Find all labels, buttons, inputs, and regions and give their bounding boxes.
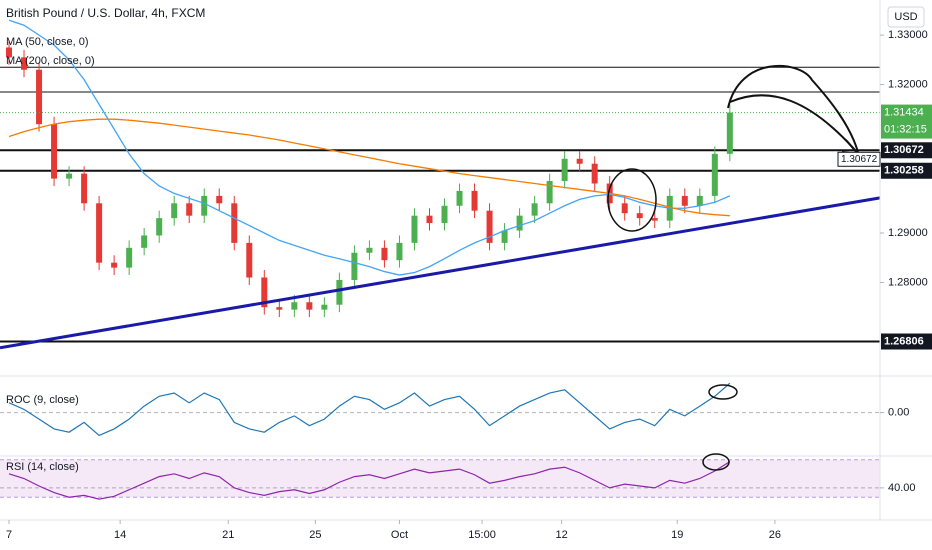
candle-body — [486, 210, 493, 243]
candle-body — [291, 302, 298, 310]
level-label: 1.26806 — [884, 335, 924, 347]
candle-body — [336, 279, 343, 305]
candle-body — [81, 173, 88, 204]
pane-title: RSI (14, close) — [6, 461, 79, 473]
indicator-line — [8, 382, 731, 437]
currency[interactable]: USD — [894, 11, 917, 23]
candle-body — [111, 262, 118, 268]
indicator-line — [8, 19, 731, 276]
candle-body — [306, 302, 313, 310]
legend-entry: MA (200, close, 0) — [6, 55, 95, 67]
annotation-arrow — [727, 64, 859, 153]
y-tick-label: 40.00 — [888, 482, 916, 494]
candle-body — [96, 203, 103, 263]
level-label-box — [881, 333, 932, 350]
candle-body — [621, 203, 628, 214]
candle-body — [231, 203, 238, 243]
candle-body — [216, 195, 223, 204]
candle-body — [126, 247, 133, 268]
trendline — [0, 196, 881, 350]
annotation-arrow — [729, 94, 856, 151]
x-tick-label: Oct — [391, 529, 408, 541]
candle-body — [321, 304, 328, 310]
candle-body — [396, 242, 403, 261]
indicator-line — [8, 118, 730, 217]
candle-body — [561, 158, 568, 182]
candle-body — [681, 195, 688, 206]
candle-body — [261, 277, 268, 308]
candle-body — [171, 203, 178, 219]
x-tick-label: 25 — [309, 529, 321, 541]
candle-body — [6, 47, 13, 58]
countdown: 01:32:15 — [884, 123, 927, 135]
candle-body — [441, 205, 448, 224]
chart-title: British Pound / U.S. Dollar, 4h, FXCM — [6, 6, 205, 20]
candle-body — [726, 112, 733, 154]
candle-body — [141, 235, 148, 248]
candle-body — [711, 153, 718, 196]
currency-box[interactable] — [887, 6, 925, 28]
annotation-circle — [702, 453, 730, 471]
x-tick-label: 14 — [114, 529, 126, 541]
x-tick-label: 12 — [556, 529, 568, 541]
candle-body — [36, 69, 43, 125]
y-tick-label: 1.33000 — [888, 29, 928, 41]
candle-body — [516, 215, 523, 231]
candle-body — [366, 247, 373, 253]
level-tooltip-box — [837, 151, 881, 167]
candle-body — [246, 242, 253, 278]
candle-body — [576, 158, 583, 164]
candle-body — [201, 195, 208, 216]
last-price-label: 1.31434 — [884, 106, 924, 118]
legend-entry: MA (50, close, 0) — [6, 36, 89, 48]
candle-body — [426, 215, 433, 224]
candle-body — [501, 230, 508, 243]
candle-body — [546, 181, 553, 204]
candle-body — [21, 57, 28, 70]
candle-body — [51, 124, 58, 179]
x-tick-label: 19 — [671, 529, 683, 541]
candle-body — [411, 215, 418, 243]
candle-body — [696, 195, 703, 206]
x-tick-label: 26 — [769, 529, 781, 541]
level-label-box — [881, 142, 932, 159]
pane-title: ROC (9, close) — [6, 394, 79, 406]
candle-body — [651, 218, 658, 221]
x-tick-label: 15:00 — [468, 529, 496, 541]
last-price-box — [881, 104, 932, 139]
y-tick-label: 1.29000 — [888, 227, 928, 239]
level-label: 1.30672 — [884, 144, 924, 156]
candle-body — [531, 203, 538, 216]
candle-body — [456, 190, 463, 206]
x-tick-label: 7 — [6, 529, 12, 541]
candle-body — [591, 163, 598, 184]
level-label-box — [881, 162, 932, 179]
y-tick-label: 0.00 — [888, 407, 909, 419]
candle-body — [66, 173, 73, 179]
candle-body — [636, 213, 643, 219]
level-tooltip: 1.30672 — [841, 154, 878, 165]
plot-layer — [0, 19, 881, 500]
candle-body — [471, 190, 478, 211]
annotation-circle — [607, 168, 657, 232]
candle-body — [186, 203, 193, 216]
candle-body — [156, 218, 163, 236]
y-tick-label: 1.28000 — [888, 276, 928, 288]
indicator-line — [8, 461, 731, 500]
band — [0, 459, 880, 498]
candle-body — [381, 247, 388, 261]
x-tick-label: 21 — [222, 529, 234, 541]
candle-body — [351, 252, 358, 280]
level-label: 1.30258 — [884, 165, 924, 177]
annotation-circle — [708, 384, 738, 400]
y-tick-label: 1.32000 — [888, 78, 928, 90]
candle-body — [276, 307, 283, 310]
